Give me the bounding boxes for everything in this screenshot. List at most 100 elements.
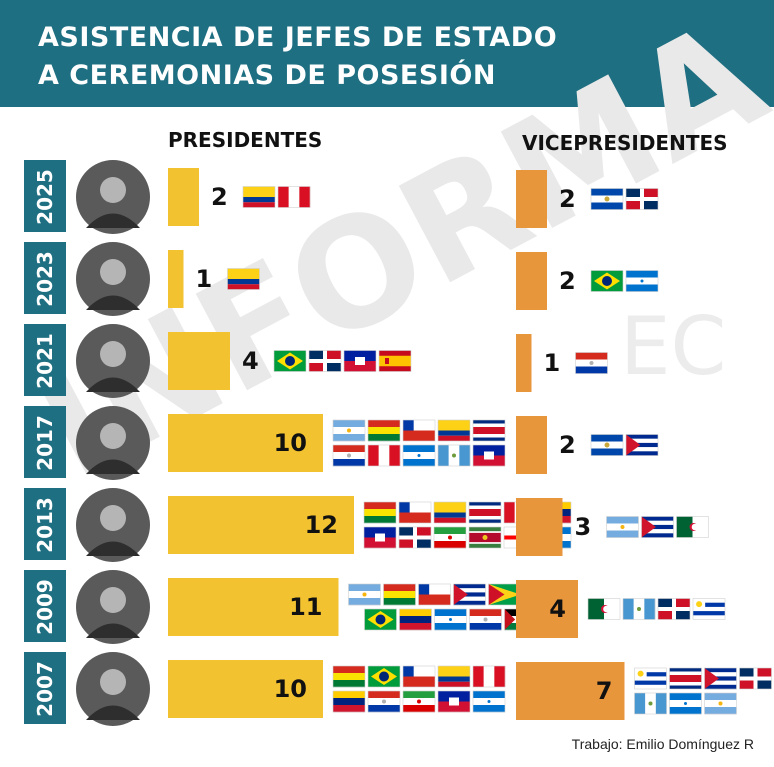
el-salvador-flag-icon <box>590 188 624 210</box>
guatemala-flag-icon <box>622 598 656 620</box>
el-salvador-flag-icon <box>590 434 624 456</box>
year-label-text: 2013 <box>33 497 57 553</box>
colombia-flag-icon <box>227 268 260 290</box>
bolivia-flag-icon <box>367 419 401 442</box>
presidentes-bar <box>168 496 354 554</box>
chile-flag-icon <box>398 501 432 524</box>
peru-flag-icon <box>367 444 401 467</box>
haiti-flag-icon <box>343 350 377 372</box>
costa-rica-flag-icon <box>472 419 506 442</box>
president-photo-avatar <box>76 242 150 316</box>
brazil-flag-icon <box>273 350 307 372</box>
brazil-flag-icon <box>364 608 397 631</box>
header-banner: ASISTENCIA DE JEFES DE ESTADO A CEREMONI… <box>0 0 774 107</box>
president-photo-avatar <box>76 652 150 726</box>
president-photo-avatar <box>76 570 150 644</box>
colombia-flag-icon <box>433 501 467 524</box>
paraguay-flag-icon <box>469 608 502 631</box>
presidentes-value-label: 4 <box>242 347 259 375</box>
credit-text: Trabajo: Emilio Domínguez R <box>571 736 754 752</box>
presidentes-bar <box>168 332 230 390</box>
chile-flag-icon <box>402 419 436 442</box>
dominican-republic-flag-icon <box>308 350 342 372</box>
year-label-text: 2007 <box>33 661 57 717</box>
president-photo-avatar <box>76 406 150 480</box>
cuba-flag-icon <box>641 516 674 538</box>
cuba-flag-icon <box>453 583 486 606</box>
venezuela-flag-icon <box>399 608 432 631</box>
guatemala-flag-icon <box>437 444 471 467</box>
presidentes-bar <box>168 168 199 226</box>
colombia-flag-icon <box>242 186 276 208</box>
year-label: 2009 <box>24 570 66 642</box>
honduras-flag-icon <box>625 270 659 292</box>
spain-flag-icon <box>378 350 412 372</box>
honduras-flag-icon <box>669 692 702 715</box>
peru-flag-icon <box>277 186 311 208</box>
year-label: 2017 <box>24 406 66 478</box>
vicepresidentes-bar <box>516 416 547 474</box>
bolivia-flag-icon <box>363 501 397 524</box>
argentina-flag-icon <box>704 692 737 715</box>
dominican-republic-flag-icon <box>739 667 772 690</box>
cuba-flag-icon <box>704 667 737 690</box>
year-label: 2023 <box>24 242 66 314</box>
vicepresidentes-value-label: 7 <box>596 677 613 705</box>
vicepresidentes-bar <box>516 498 563 556</box>
title-line-1: ASISTENCIA DE JEFES DE ESTADO <box>38 22 558 53</box>
year-label: 2013 <box>24 488 66 560</box>
vicepresidentes-bar <box>516 662 625 720</box>
dominican-republic-flag-icon <box>657 598 691 620</box>
suriname-flag-icon <box>468 526 502 549</box>
vicepresidentes-value-label: 2 <box>559 185 576 213</box>
honduras-flag-icon <box>402 444 436 467</box>
presidentes-bar <box>168 578 339 636</box>
title-line-2: A CEREMONIAS DE POSESIÓN <box>38 60 496 91</box>
costa-rica-flag-icon <box>669 667 702 690</box>
vicepresidentes-value-label: 1 <box>544 349 561 377</box>
haiti-flag-icon <box>363 526 397 549</box>
iran-flag-icon <box>402 690 436 713</box>
dominican-republic-flag-icon <box>625 188 659 210</box>
vicepresidentes-value-label: 3 <box>575 513 592 541</box>
honduras-flag-icon <box>434 608 467 631</box>
guatemala-flag-icon <box>634 692 667 715</box>
cuba-flag-icon <box>625 434 659 456</box>
president-photo-avatar <box>76 160 150 234</box>
costa-rica-flag-icon <box>468 501 502 524</box>
president-photo-avatar <box>76 488 150 562</box>
brazil-flag-icon <box>590 270 624 292</box>
year-label-text: 2025 <box>33 169 57 225</box>
year-label: 2025 <box>24 160 66 232</box>
vicepresidentes-bar <box>516 170 547 228</box>
paraguay-flag-icon <box>575 352 608 374</box>
uruguay-flag-icon <box>692 598 726 620</box>
argentina-flag-icon <box>606 516 639 538</box>
year-label-text: 2017 <box>33 415 57 471</box>
haiti-flag-icon <box>437 690 471 713</box>
chile-flag-icon <box>402 665 436 688</box>
presidentes-value-label: 1 <box>196 265 213 293</box>
paraguay-flag-icon <box>332 444 366 467</box>
presidentes-value-label: 10 <box>274 429 307 457</box>
paraguay-flag-icon <box>367 690 401 713</box>
presidentes-bar <box>168 660 323 718</box>
brazil-flag-icon <box>367 665 401 688</box>
peru-flag-icon <box>472 665 506 688</box>
year-label-text: 2021 <box>33 333 57 389</box>
presidentes-value-label: 12 <box>305 511 338 539</box>
colombia-flag-icon <box>437 665 471 688</box>
presidentes-value-label: 11 <box>289 593 322 621</box>
honduras-flag-icon <box>472 690 506 713</box>
vicepresidentes-bar <box>516 252 547 310</box>
haiti-flag-icon <box>472 444 506 467</box>
bolivia-flag-icon <box>383 583 416 606</box>
vicepresidentes-value-label: 2 <box>559 267 576 295</box>
vicepresidentes-value-label: 2 <box>559 431 576 459</box>
iran-flag-icon <box>433 526 467 549</box>
algeria-flag-icon <box>587 598 621 620</box>
vicepresidentes-value-label: 4 <box>549 595 566 623</box>
presidentes-bar <box>168 414 323 472</box>
year-label: 2007 <box>24 652 66 724</box>
